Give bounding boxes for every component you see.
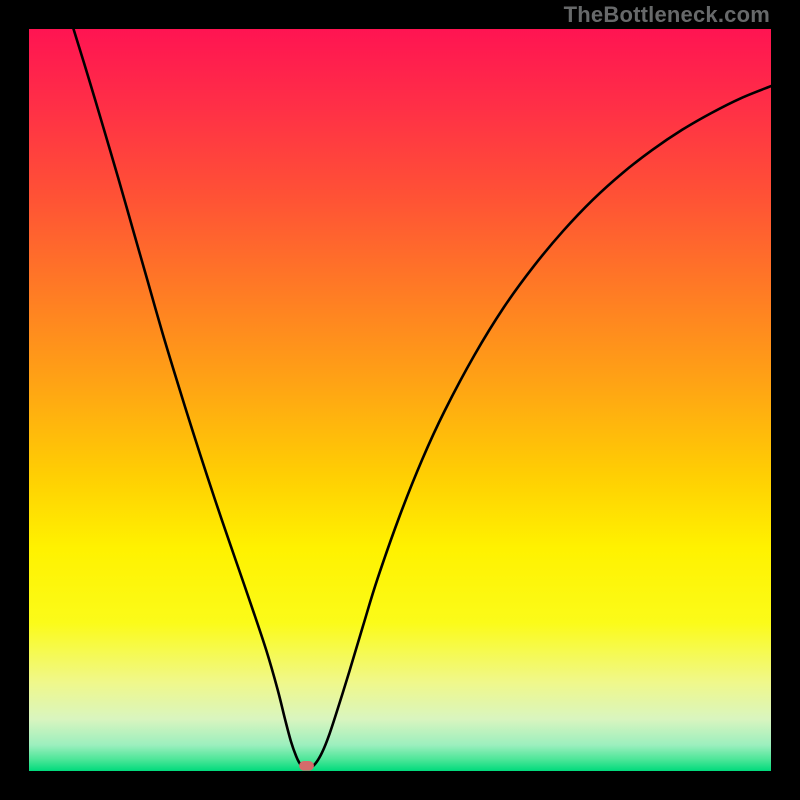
sweet-spot-marker <box>299 761 314 771</box>
plot-area <box>29 29 771 771</box>
plot-svg <box>29 29 771 771</box>
chart-frame: TheBottleneck.com <box>0 0 800 800</box>
gradient-background <box>29 29 771 771</box>
watermark-text: TheBottleneck.com <box>564 2 770 28</box>
